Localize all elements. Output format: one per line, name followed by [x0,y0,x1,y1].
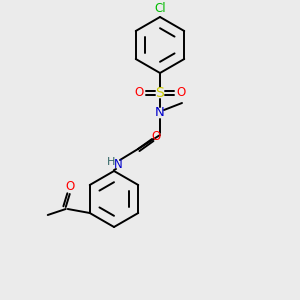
Text: O: O [65,179,74,193]
Text: O: O [152,130,160,142]
Text: H: H [107,157,115,167]
Text: O: O [134,86,144,100]
Text: N: N [155,106,165,119]
Text: Cl: Cl [154,2,166,16]
Text: O: O [176,86,186,100]
Text: N: N [114,158,122,170]
Text: S: S [156,86,164,100]
